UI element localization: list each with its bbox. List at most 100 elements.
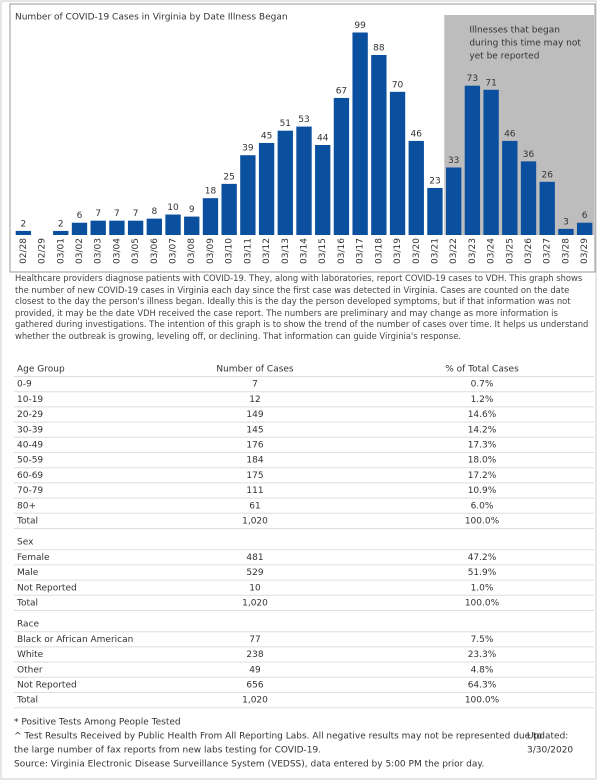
bar [446, 167, 462, 235]
data-label: 51 [280, 119, 291, 129]
x-tick-label: 03/07 [169, 238, 179, 264]
table-cell: 17.2% [468, 471, 497, 481]
table-cell: 80+ [17, 501, 36, 511]
x-tick-label: 03/24 [487, 238, 497, 264]
table-cell: 176 [246, 441, 263, 451]
x-tick-label: 03/28 [561, 238, 571, 264]
bar [464, 85, 481, 235]
table-cell: 47.2% [468, 553, 497, 563]
x-tick-label: 03/04 [112, 238, 122, 264]
bar [53, 230, 69, 235]
bar [165, 214, 181, 235]
annotation: yet be reported [469, 52, 539, 62]
table-cell: 1,020 [242, 517, 268, 527]
bar [427, 187, 443, 235]
x-tick-label: 03/09 [206, 238, 216, 264]
bar [539, 181, 555, 235]
table-cell: 30-39 [17, 425, 43, 435]
data-label: 45 [261, 131, 272, 141]
data-label: 10 [167, 203, 179, 213]
x-tick-label: 03/21 [430, 238, 440, 264]
table-cell: Not Reported [17, 681, 77, 691]
bar [15, 230, 32, 235]
table-cell: Total [16, 517, 38, 527]
updated: 3/30/2020 [527, 746, 573, 756]
table-cell: 100.0% [465, 517, 500, 527]
bar [502, 140, 518, 235]
table-cell: 51.9% [468, 568, 497, 578]
table-cell: 7 [252, 380, 258, 390]
table-cell: 40-49 [17, 441, 43, 451]
bar [127, 220, 144, 235]
data-label: 3 [563, 217, 569, 227]
table-cell: 149 [246, 410, 263, 420]
x-tick-label: 03/23 [468, 238, 478, 264]
table-cell: White [17, 650, 44, 660]
table-header: % of Total Cases [445, 365, 519, 375]
bar [221, 183, 237, 235]
table-cell: 6.0% [471, 501, 494, 511]
bar [315, 145, 331, 235]
bar [352, 32, 368, 235]
x-tick-label: 03/05 [131, 238, 141, 264]
bar [71, 222, 88, 235]
x-tick-label: 03/17 [356, 238, 366, 264]
x-tick-label: 03/14 [300, 238, 310, 264]
data-label: 73 [467, 74, 478, 84]
x-tick-label: 03/08 [187, 238, 197, 264]
table-cell: 175 [246, 471, 263, 481]
data-label: 6 [582, 211, 588, 221]
data-label: 8 [151, 207, 157, 217]
table-cell: 60-69 [17, 471, 43, 481]
data-label: 71 [485, 78, 496, 88]
data-label: 36 [523, 150, 535, 160]
x-tick-label: 03/20 [412, 238, 422, 264]
table-cell: 20-29 [17, 410, 43, 420]
x-tick-label: 03/11 [243, 238, 253, 264]
x-tick-label: 03/16 [337, 238, 347, 264]
table-cell: 10.9% [468, 486, 497, 496]
data-label: 2 [58, 219, 64, 229]
table-cell: Not Reported [17, 583, 77, 593]
x-tick-label: 03/10 [225, 238, 235, 264]
x-tick-label: 03/19 [393, 238, 403, 264]
bar [296, 126, 312, 235]
bar [277, 130, 293, 235]
table-cell: Total [16, 599, 38, 609]
table-cell: 61 [249, 501, 260, 511]
table-cell: Total [16, 696, 38, 706]
data-label: 9 [189, 205, 195, 215]
table-cell: 12 [249, 395, 260, 405]
table-cell: 4.8% [471, 665, 494, 675]
data-label: 99 [354, 21, 366, 31]
data-label: 7 [95, 209, 101, 219]
table-cell: 14.6% [468, 410, 497, 420]
data-label: 39 [242, 144, 254, 154]
data-label: 6 [77, 211, 83, 221]
table-cell: 184 [246, 456, 263, 466]
bar [576, 222, 593, 235]
table-cell: 17.3% [468, 441, 497, 451]
table-cell: Black or African American [17, 635, 133, 645]
table-cell: 77 [249, 635, 260, 645]
table-cell: 0.7% [471, 380, 494, 390]
data-label: 2 [20, 219, 26, 229]
x-tick-label: 03/01 [56, 238, 66, 264]
bar [371, 55, 387, 235]
bar [333, 97, 350, 235]
table-cell: 14.2% [468, 425, 497, 435]
table-cell: 18.0% [468, 456, 497, 466]
x-tick-label: 03/22 [449, 238, 459, 264]
bar [202, 198, 219, 235]
data-label: 46 [411, 129, 423, 139]
updated: Updated: [527, 732, 568, 742]
bar [558, 228, 574, 235]
x-tick-label: 03/03 [94, 238, 104, 264]
data-label: 26 [541, 170, 553, 180]
data-label: 44 [317, 134, 329, 144]
table-cell: Male [17, 568, 39, 578]
data-label: 33 [448, 156, 459, 166]
table-cell: 70-79 [17, 486, 43, 496]
table-cell: 7.5% [471, 635, 494, 645]
